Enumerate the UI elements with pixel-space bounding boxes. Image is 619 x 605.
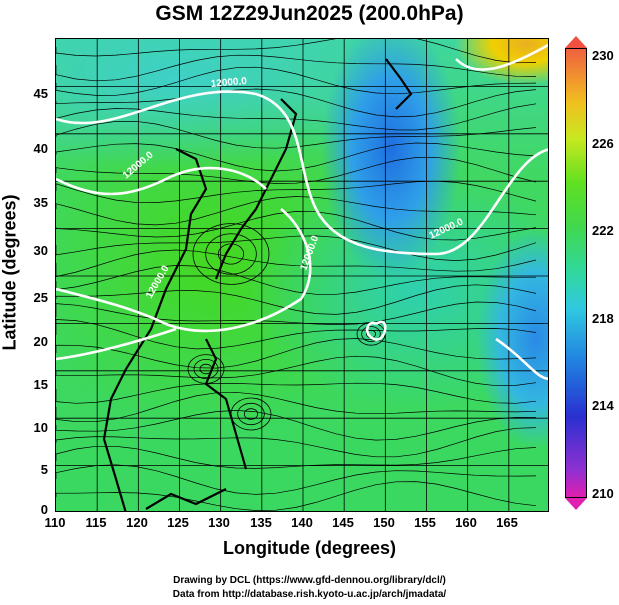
circulation-swirl	[361, 326, 381, 342]
map-plot-area: 12000.0 12000.0 12000.0 12000.0 12000.0	[55, 38, 549, 512]
x-tick-label: 120	[126, 515, 148, 530]
streamline	[56, 355, 537, 387]
height-contour	[455, 43, 548, 71]
streamline	[56, 427, 537, 458]
streamline	[56, 66, 537, 96]
x-tick-label: 165	[496, 515, 518, 530]
streamline	[56, 338, 537, 369]
contour-label: 12000.0	[210, 76, 247, 90]
streamline	[56, 103, 537, 131]
circulation-swirl	[193, 358, 219, 379]
chart-title: GSM 12Z29Jun2025 (200.0hPa)	[155, 2, 464, 25]
coastline	[102, 58, 413, 511]
streamline	[56, 445, 537, 469]
x-tick-label: 110	[44, 515, 66, 530]
credit-dcl: Drawing by DCL (https://www.gfd-dennou.o…	[173, 575, 446, 586]
streamline	[56, 54, 537, 82]
x-tick-label: 140	[291, 515, 313, 530]
y-tick-label: 25	[33, 290, 48, 305]
colorbar-label: 230	[592, 48, 614, 63]
x-tick-label: 115	[85, 515, 107, 530]
streamline	[56, 196, 537, 226]
circulation-swirl	[230, 397, 272, 431]
y-tick-label: 10	[33, 420, 48, 435]
streamline	[56, 249, 537, 277]
height-contour	[56, 207, 312, 333]
x-tick-label: 160	[455, 515, 477, 530]
circulation-swirl	[187, 354, 225, 384]
streamline	[56, 39, 537, 64]
streamline	[56, 382, 537, 404]
height-contour	[56, 166, 267, 196]
colorbar-min-arrow	[565, 498, 587, 510]
height-contour	[495, 337, 548, 381]
colorbar	[565, 48, 587, 498]
height-contour	[365, 320, 387, 341]
y-tick-label: 5	[40, 462, 48, 477]
streamline	[56, 464, 537, 495]
x-tick-label: 155	[414, 515, 436, 530]
circulation-swirl	[192, 223, 270, 285]
streamline	[56, 319, 537, 350]
colorbar-max-arrow	[565, 36, 587, 48]
colorbar-label: 210	[592, 486, 614, 501]
x-tick-label: 125	[167, 515, 189, 530]
colorbar-label: 214	[592, 398, 614, 413]
x-axis-label: Longitude (degrees)	[222, 538, 396, 558]
streamline	[56, 156, 537, 184]
streamline	[56, 481, 537, 511]
x-tick-label: 150	[373, 515, 395, 530]
y-tick-label: 0	[40, 502, 48, 517]
x-tick-label: 145	[332, 515, 354, 530]
streamline	[56, 142, 537, 172]
y-tick-label: 45	[33, 86, 48, 101]
y-tick-label: 20	[33, 334, 48, 349]
y-tick-label: 35	[33, 195, 48, 210]
height-contour	[56, 90, 548, 256]
streamline	[56, 410, 537, 441]
x-tick-label: 130	[208, 515, 230, 530]
streamline	[56, 88, 537, 118]
contour-label: 12000.0	[428, 216, 466, 241]
colorbar-label: 218	[592, 311, 614, 326]
colorbar-label: 222	[592, 223, 614, 238]
streamline	[56, 391, 537, 423]
circulation-swirl	[205, 233, 257, 275]
circulation-swirl	[243, 408, 259, 420]
y-tick-label: 15	[33, 377, 48, 392]
x-tick-label: 135	[250, 515, 272, 530]
credit-data-source: Data from http://database.rish.kyoto-u.a…	[172, 589, 447, 600]
y-tick-label: 40	[33, 141, 48, 156]
streamline	[56, 235, 537, 261]
circulation-swirl	[237, 402, 265, 426]
colorbar-label: 226	[592, 136, 614, 151]
streamline	[56, 265, 537, 295]
streamline	[56, 301, 537, 325]
streamline	[56, 180, 537, 203]
y-tick-label: 30	[33, 243, 48, 258]
height-contour	[56, 327, 177, 361]
y-axis-label: Latitude (degrees)	[0, 194, 20, 351]
